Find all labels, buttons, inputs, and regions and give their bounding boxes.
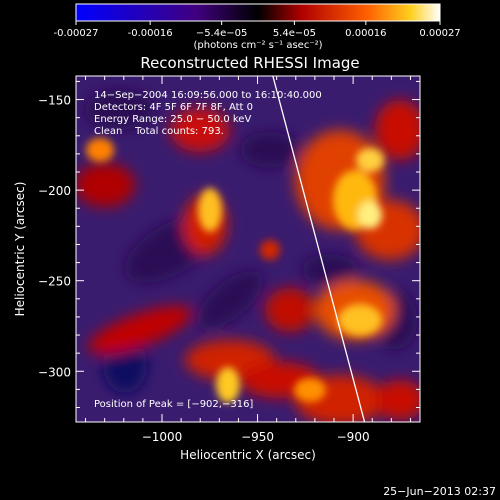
y-tick-label: −300: [38, 365, 71, 379]
colorbar-units-label: (photons cm⁻² s⁻¹ asec⁻²): [193, 40, 322, 51]
colorbar-tick-label: -0.00016: [128, 28, 173, 39]
solar-limb-line: [272, 76, 366, 422]
colorbar-tick-label: 0.00027: [419, 28, 460, 39]
y-axis-label: Heliocentric Y (arcsec): [13, 182, 27, 317]
x-tick-label: −1000: [142, 430, 183, 444]
info-line-detectors: Detectors: 4F 5F 6F 7F 8F, Att 0: [94, 102, 253, 113]
info-line-time: 14−Sep−2004 16:09:56.000 to 16:10:40.000: [94, 90, 322, 101]
x-axis-ticks: −1000 −950 −900: [85, 76, 411, 444]
y-tick-label: −250: [38, 275, 71, 289]
heatmap-image: [76, 76, 420, 422]
info-line-counts: Clean Total counts: 793.: [94, 126, 224, 137]
x-tick-label: −900: [337, 430, 370, 444]
footer-date: 25−Jun−2013 02:37: [383, 485, 496, 498]
info-line-energy: Energy Range: 25.0 − 50.0 keV: [94, 114, 251, 125]
y-tick-label: −150: [38, 94, 71, 108]
chart-title: Reconstructed RHESSI Image: [140, 54, 359, 72]
peak-position-label: Position of Peak = [−902,−316]: [94, 399, 253, 410]
colorbar-tick-label: 0.00016: [345, 28, 386, 39]
colorbar-tick-label: -0.00027: [54, 28, 99, 39]
y-axis-ticks: −300 −250 −200 −150: [38, 80, 420, 409]
x-axis-label: Heliocentric X (arcsec): [180, 448, 316, 462]
colorbar-gradient: [75, 3, 441, 22]
colorbar-tick-label: −5.4e−05: [196, 28, 248, 39]
x-tick-label: −950: [241, 430, 274, 444]
colorbar-ticks: -0.00027 -0.00016 −5.4e−05 5.4e−05 0.00016 0.…: [54, 21, 461, 39]
info-text: 14−Sep−2004 16:09:56.000 to 16:10:40.000…: [94, 90, 322, 410]
plot-frame: [75, 75, 421, 423]
colorbar-tick-label: 5.4e−05: [273, 28, 316, 39]
y-tick-label: −200: [38, 184, 71, 198]
colorbar: -0.00027 -0.00016 −5.4e−05 5.4e−05 0.00016 0.…: [54, 3, 461, 51]
